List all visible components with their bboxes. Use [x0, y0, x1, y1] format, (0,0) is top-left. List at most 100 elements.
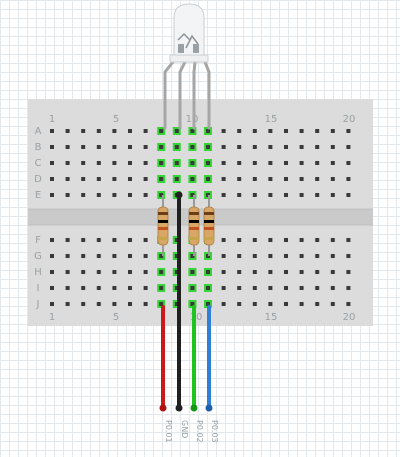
hole — [128, 193, 132, 197]
hole — [346, 254, 351, 258]
column-number-10-top: 10 — [186, 114, 199, 125]
active-hole — [190, 177, 195, 181]
hole — [284, 129, 288, 133]
row-label-j: J — [36, 299, 40, 310]
row-label-h: H — [34, 267, 42, 278]
hole — [299, 193, 304, 197]
hole — [50, 270, 54, 274]
hole — [330, 302, 335, 306]
wire-p0-02 — [190, 305, 198, 412]
hole — [315, 129, 320, 133]
hole — [268, 286, 273, 290]
hole — [299, 286, 304, 290]
hole — [299, 238, 304, 242]
hole — [237, 129, 242, 133]
active-hole — [206, 270, 210, 274]
hole — [252, 302, 257, 306]
hole — [50, 302, 54, 306]
hole — [284, 302, 288, 306]
hole — [65, 302, 70, 306]
hole — [65, 129, 70, 133]
hole — [65, 238, 70, 242]
hole — [50, 254, 54, 258]
hole — [50, 286, 54, 290]
hole — [268, 129, 273, 133]
active-hole — [206, 129, 210, 133]
resistor-band — [158, 220, 168, 223]
hole — [112, 254, 117, 258]
hole — [128, 302, 132, 306]
hole — [50, 129, 54, 133]
resistor-band — [189, 227, 199, 230]
hole — [346, 177, 351, 181]
hole — [96, 254, 101, 258]
column-number-1-top: 1 — [49, 114, 55, 125]
hole — [252, 270, 257, 274]
hole — [221, 302, 226, 306]
hole — [50, 161, 54, 165]
hole — [315, 270, 320, 274]
hole — [346, 193, 351, 197]
hole — [65, 254, 70, 258]
led-leg-blue — [203, 60, 211, 130]
row-label-f: F — [35, 235, 41, 246]
hole — [128, 145, 132, 149]
hole — [284, 254, 288, 258]
hole — [50, 177, 54, 181]
active-hole — [190, 302, 195, 306]
resistor-body — [188, 206, 200, 246]
column-number-15-bottom: 15 — [265, 312, 278, 323]
active-hole — [190, 193, 195, 197]
active-hole — [190, 254, 195, 258]
hole — [284, 238, 288, 242]
hole — [96, 270, 101, 274]
active-hole — [159, 129, 164, 133]
led-leg-common — [178, 60, 187, 130]
hole — [221, 254, 226, 258]
hole — [221, 177, 226, 181]
hole — [330, 161, 335, 165]
resistor-band — [204, 220, 214, 223]
hole — [81, 145, 86, 149]
hole — [284, 193, 288, 197]
hole — [112, 145, 117, 149]
hole — [252, 193, 257, 197]
resistor-band — [204, 212, 214, 215]
resistor-green — [188, 195, 200, 256]
hole — [65, 286, 70, 290]
hole — [237, 254, 242, 258]
hole — [330, 193, 335, 197]
hole — [143, 270, 148, 274]
hole — [252, 161, 257, 165]
hole — [268, 254, 273, 258]
active-hole — [174, 238, 179, 242]
active-hole — [159, 177, 164, 181]
hole — [65, 193, 70, 197]
resistor-band — [189, 220, 199, 223]
hole — [96, 286, 101, 290]
hole — [128, 161, 132, 165]
hole — [112, 238, 117, 242]
breadboard-holes — [50, 127, 351, 308]
hole — [252, 177, 257, 181]
row-label-b: B — [35, 142, 42, 153]
hole — [221, 193, 226, 197]
hole — [81, 270, 86, 274]
active-hole — [206, 302, 210, 306]
hole — [330, 286, 335, 290]
hole — [299, 161, 304, 165]
hole — [143, 161, 148, 165]
hole — [268, 270, 273, 274]
active-hole — [174, 129, 179, 133]
hole — [252, 238, 257, 242]
hole — [346, 286, 351, 290]
hole — [221, 238, 226, 242]
hole — [315, 286, 320, 290]
hole — [65, 161, 70, 165]
hole — [128, 286, 132, 290]
hole — [221, 145, 226, 149]
hole — [143, 254, 148, 258]
wire-p0-03 — [205, 305, 213, 412]
breadboard-center-channel — [28, 209, 373, 225]
resistor-band — [158, 227, 168, 230]
